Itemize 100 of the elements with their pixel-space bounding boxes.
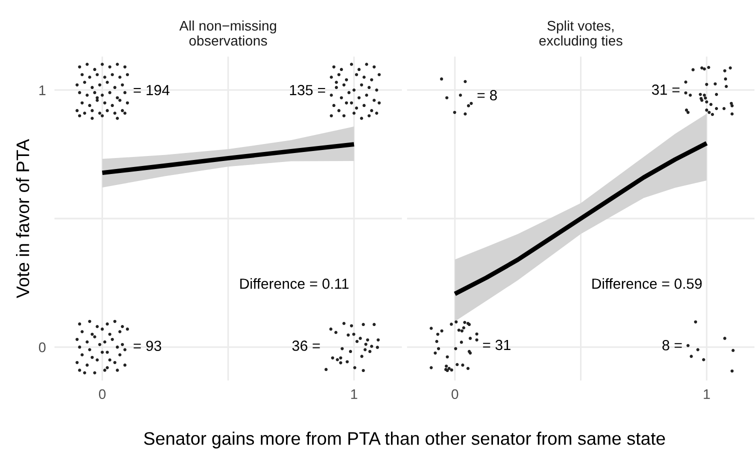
point	[475, 332, 478, 336]
point	[344, 78, 348, 82]
point	[120, 109, 124, 112]
point	[108, 91, 112, 94]
point	[334, 86, 338, 90]
point	[360, 83, 364, 86]
point	[342, 83, 346, 86]
point	[88, 320, 92, 323]
chart-title: Split votes, excluding ties	[539, 20, 622, 48]
point	[330, 76, 333, 79]
point	[347, 91, 351, 94]
point	[108, 332, 112, 336]
point	[126, 73, 129, 76]
point	[440, 77, 444, 81]
point	[123, 364, 126, 367]
point	[358, 68, 361, 72]
point	[350, 324, 354, 328]
point	[342, 114, 346, 118]
point	[103, 101, 106, 104]
annotation: = 194	[134, 84, 170, 96]
point	[93, 68, 96, 72]
x-tick-label: 0	[452, 389, 458, 400]
point	[120, 83, 124, 86]
annotation: 31 =	[652, 84, 680, 95]
point	[694, 320, 698, 324]
point	[93, 371, 96, 374]
point	[340, 347, 344, 350]
point	[468, 336, 472, 340]
point	[360, 354, 364, 358]
point	[96, 324, 99, 328]
point	[378, 101, 381, 104]
point	[100, 62, 104, 66]
point	[329, 328, 332, 331]
point	[100, 94, 104, 97]
point	[358, 96, 361, 100]
point	[362, 104, 366, 108]
point	[354, 73, 358, 76]
point	[466, 104, 470, 108]
point	[709, 102, 712, 106]
point	[375, 112, 378, 115]
point	[453, 110, 456, 114]
point	[110, 104, 114, 108]
point	[368, 350, 372, 354]
point	[436, 332, 440, 336]
point	[705, 82, 708, 86]
point	[337, 73, 340, 76]
point	[80, 330, 84, 334]
point	[372, 322, 376, 326]
point	[444, 364, 448, 368]
point	[370, 344, 374, 348]
point	[118, 330, 122, 334]
point	[86, 62, 89, 66]
point	[362, 76, 366, 79]
annotation: = 93	[134, 340, 162, 352]
point	[123, 91, 126, 94]
point	[714, 107, 718, 110]
point	[375, 88, 378, 92]
annotation: = 31	[483, 340, 510, 350]
point	[123, 112, 126, 115]
point	[346, 360, 349, 364]
point	[376, 338, 380, 342]
point	[324, 368, 328, 372]
y-axis-title: Vote in favor of PTA	[16, 138, 30, 298]
point	[440, 329, 444, 332]
point	[108, 65, 112, 68]
point	[728, 66, 732, 70]
point	[702, 67, 706, 71]
point	[330, 94, 333, 97]
point	[76, 83, 79, 86]
point	[368, 86, 371, 90]
point	[430, 326, 433, 330]
point	[370, 78, 374, 82]
point	[705, 108, 708, 112]
point	[76, 109, 79, 112]
point	[116, 368, 119, 372]
point	[724, 77, 728, 81]
point	[350, 62, 354, 66]
point	[103, 340, 106, 344]
point	[88, 76, 92, 79]
point	[110, 73, 114, 76]
point	[430, 366, 433, 370]
annotation: Difference = 0.59	[592, 278, 702, 289]
point	[470, 102, 473, 105]
point	[710, 112, 714, 116]
point	[702, 358, 706, 362]
point	[98, 83, 102, 86]
point	[730, 112, 734, 116]
point	[90, 332, 94, 336]
point	[376, 346, 379, 349]
point	[723, 69, 726, 72]
point	[116, 116, 119, 120]
point	[435, 340, 438, 343]
point	[118, 98, 122, 102]
point	[340, 96, 343, 100]
point	[344, 101, 348, 104]
point	[450, 322, 453, 326]
point	[76, 360, 79, 364]
point	[698, 92, 702, 96]
point	[86, 340, 89, 344]
point	[350, 101, 354, 104]
